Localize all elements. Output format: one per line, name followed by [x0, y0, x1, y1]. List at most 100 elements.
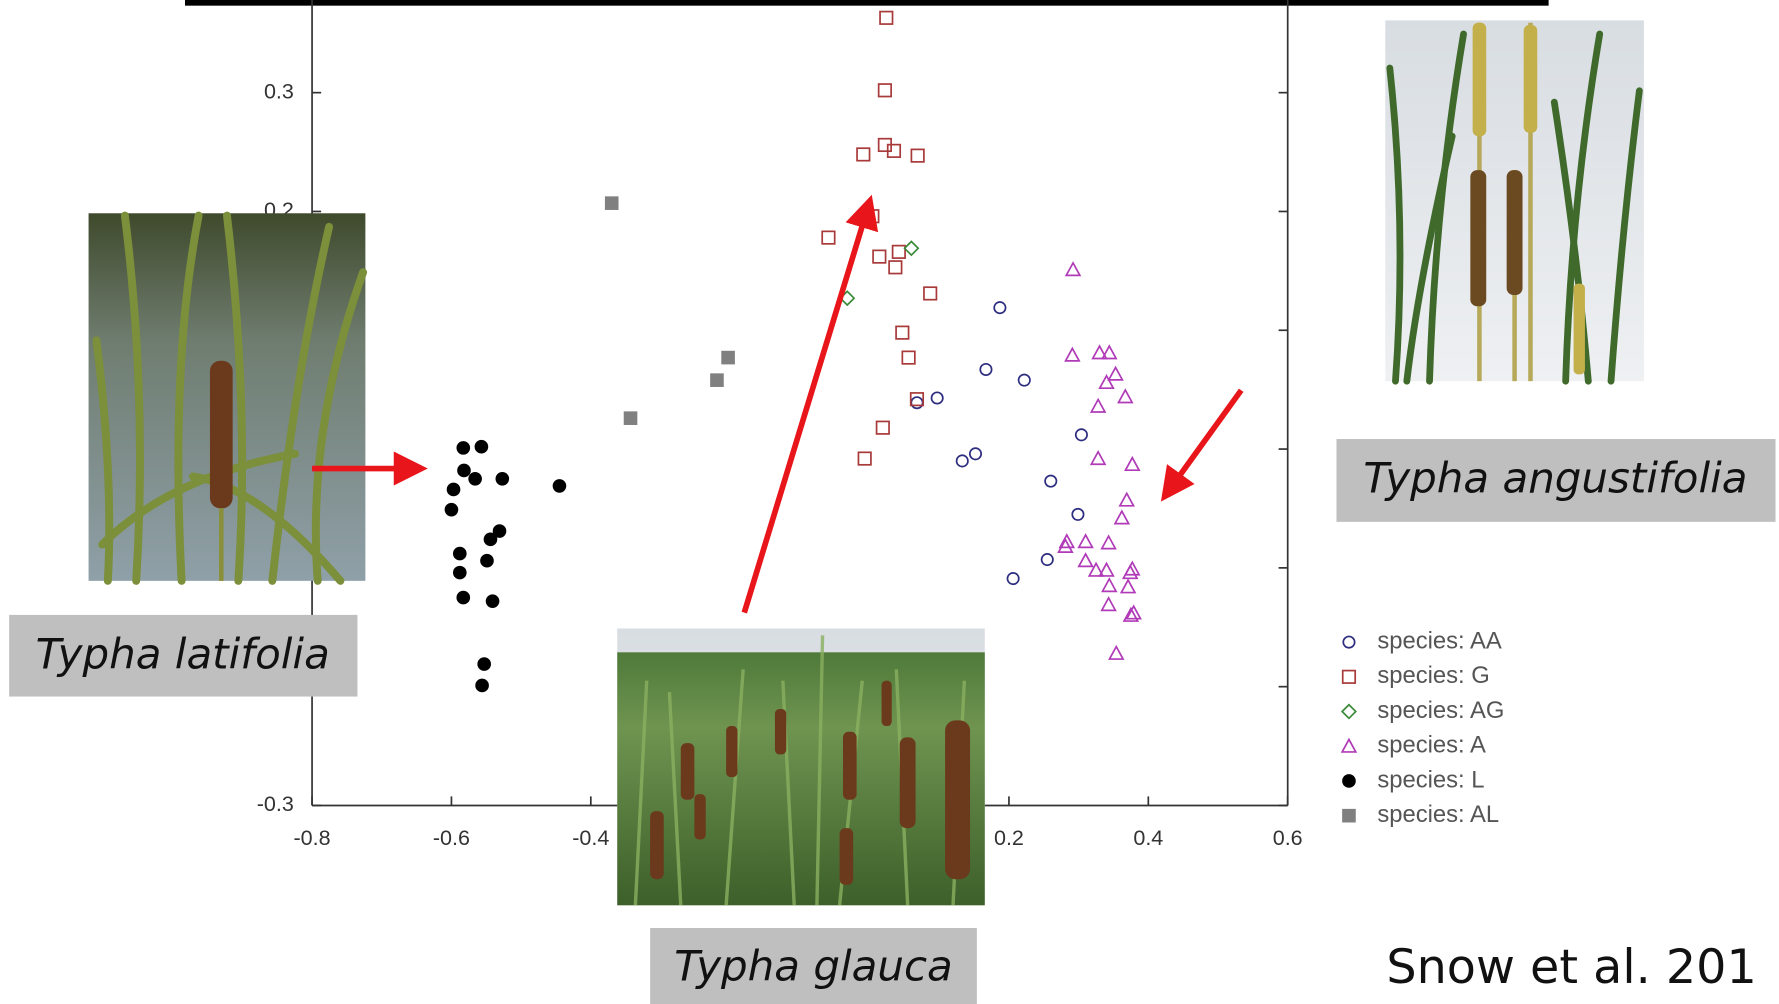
- point: [604, 196, 619, 210]
- y-tick-label: 0.3: [264, 78, 294, 103]
- point: [1089, 397, 1107, 413]
- label-box: [9, 614, 358, 697]
- point: [857, 451, 872, 466]
- point: [1108, 644, 1125, 660]
- point: [875, 420, 890, 435]
- point: [456, 590, 471, 605]
- x-tick-label: -0.6: [433, 825, 470, 850]
- point: [891, 244, 906, 259]
- point: [1100, 534, 1117, 550]
- x-tick-label: 0.2: [994, 825, 1024, 850]
- point: [483, 532, 498, 547]
- point: [1074, 428, 1088, 442]
- point: [888, 260, 903, 275]
- point: [492, 524, 507, 538]
- x-tick-label: 0.4: [1133, 825, 1163, 850]
- point: [923, 286, 938, 301]
- legend-label: species: A: [1377, 732, 1486, 759]
- title-bar: [184, 0, 1549, 6]
- point: [895, 325, 910, 340]
- point: [1057, 537, 1074, 554]
- point: [955, 454, 969, 468]
- point: [495, 471, 510, 486]
- point: [444, 502, 459, 517]
- species-label: Typha latifolia: [36, 629, 330, 678]
- point: [452, 546, 467, 561]
- x-tick-label: -0.4: [572, 825, 609, 850]
- point: [910, 396, 924, 410]
- citation: Snow et al. 201: [1386, 940, 1756, 995]
- point: [710, 373, 724, 387]
- point: [1058, 533, 1076, 549]
- point: [1006, 572, 1020, 586]
- legend: species: AA species: G species: AG species:…: [1340, 627, 1504, 828]
- point: [930, 391, 944, 405]
- label-box: [650, 927, 977, 1004]
- point: [886, 143, 902, 158]
- point: [1117, 388, 1134, 404]
- point: [1098, 373, 1115, 390]
- point: [623, 411, 638, 425]
- point: [903, 240, 920, 257]
- point: [879, 10, 894, 25]
- point: [968, 447, 983, 461]
- point: [1064, 346, 1081, 362]
- point: [877, 83, 892, 98]
- point: [1101, 577, 1118, 593]
- x-tick-label: -0.8: [293, 825, 330, 850]
- point: [979, 362, 993, 376]
- label-box: [1336, 439, 1776, 522]
- point: [480, 553, 494, 568]
- point: [1101, 344, 1118, 360]
- photo-glauca: [617, 628, 985, 906]
- point: [468, 471, 482, 486]
- photo-angustifolia: [1385, 20, 1644, 385]
- point: [821, 230, 836, 245]
- point: [1118, 491, 1135, 507]
- point: [1113, 509, 1131, 525]
- species-label: Typha glauca: [674, 941, 953, 990]
- point: [552, 479, 567, 493]
- point: [1089, 449, 1107, 466]
- point: [721, 350, 735, 365]
- point: [475, 678, 489, 693]
- point: [910, 148, 925, 163]
- point: [1064, 261, 1082, 277]
- legend-label: species: AA: [1377, 627, 1502, 654]
- point: [477, 657, 491, 671]
- point: [452, 565, 467, 580]
- point: [1091, 344, 1108, 360]
- legend-label: species: G: [1377, 662, 1489, 689]
- point: [1340, 737, 1358, 753]
- point: [1098, 561, 1115, 577]
- point: [1017, 373, 1031, 387]
- photo-latifolia: [88, 211, 368, 585]
- point: [1040, 553, 1054, 567]
- point: [856, 147, 871, 162]
- point: [1107, 365, 1124, 381]
- point: [1124, 455, 1141, 472]
- point: [1071, 507, 1085, 521]
- point: [474, 439, 489, 454]
- point: [1044, 474, 1058, 488]
- point: [1121, 564, 1139, 580]
- point: [1122, 606, 1140, 622]
- point: [901, 350, 916, 365]
- point: [1340, 703, 1357, 720]
- point: [446, 482, 461, 497]
- point: [456, 441, 471, 455]
- point: [457, 463, 471, 478]
- point: [1077, 552, 1094, 568]
- species-label: Typha angustifolia: [1363, 454, 1747, 503]
- point: [1077, 533, 1094, 549]
- point: [1119, 578, 1137, 594]
- x-tick-label: 0.6: [1273, 825, 1303, 850]
- point: [1342, 635, 1356, 649]
- legend-label: species: AL: [1377, 801, 1499, 828]
- point: [909, 392, 925, 407]
- arrows: [312, 194, 1244, 614]
- point: [1342, 774, 1356, 788]
- legend-label: species: AG: [1377, 697, 1504, 724]
